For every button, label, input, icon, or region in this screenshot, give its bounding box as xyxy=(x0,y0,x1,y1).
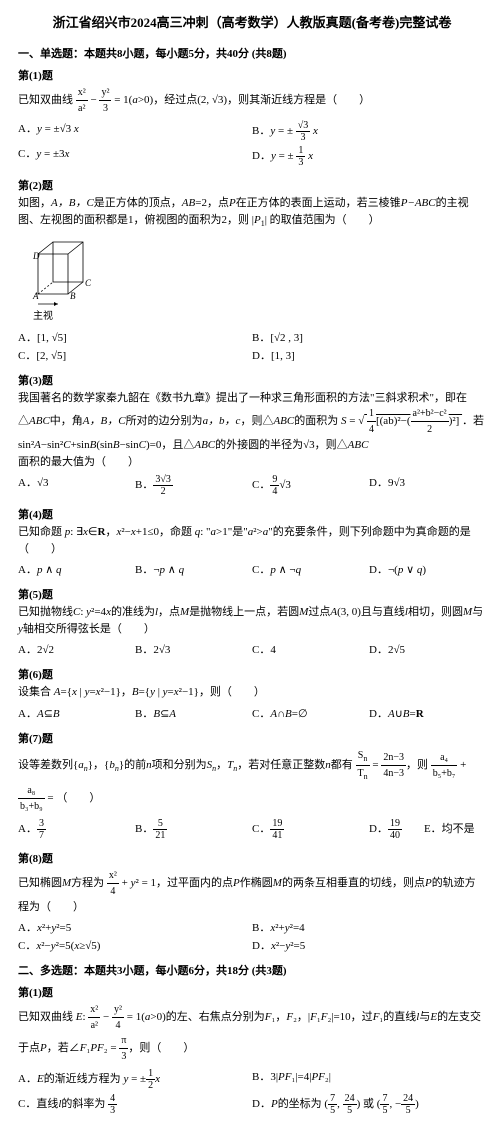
q1-D: D．y = ± 13 x xyxy=(252,144,486,169)
section2-header: 二、多选题：本题共3小题，每小题6分，共18分 (共3题) xyxy=(18,962,486,978)
q8-options: A．x²+y²=5 B．x²+y²=4 C．x²−y²=5(x≥√5) D．x²… xyxy=(18,918,486,954)
q2-text: 如图，A，B，C是正方体的顶点，AB=2，点P在正方体的表面上运动，若三棱锥P−… xyxy=(18,195,486,230)
q5-C: C．4 xyxy=(252,640,369,658)
q7-text: 设等差数列{an}，{bn}的前n项和分别为Sn，Tn，若对任意正整数n都有 S… xyxy=(18,748,486,814)
q3-C: C．94√3 xyxy=(252,473,369,498)
s2q1-A: A．E的渐近线方程为 y = ±12x xyxy=(18,1067,252,1092)
s2q1-text: 已知双曲线 E: x²a² − y²4 = 1(a>0)的左、右焦点分别为F₁，… xyxy=(18,1002,486,1064)
svg-text:C: C xyxy=(85,278,92,288)
q8-A: A．x²+y²=5 xyxy=(18,918,252,936)
cube-figure: D A B C 主视 xyxy=(28,234,486,324)
q5-num: 第(5)题 xyxy=(18,586,486,602)
q3-options: A．√3 B．3√32 C．94√3 D．9√3 xyxy=(18,473,486,498)
q1-A: A．y = ±√3 x xyxy=(18,119,252,144)
svg-text:A: A xyxy=(32,291,39,301)
q4-options: A．p ∧ q B．¬p ∧ q C．p ∧ ¬q D．¬(p ∨ q) xyxy=(18,560,486,578)
q2-A: A．[1, √5] xyxy=(18,328,252,346)
svg-text:主视: 主视 xyxy=(33,309,53,322)
q4-B: B．¬p ∧ q xyxy=(135,560,252,578)
q2-B: B．[√2 , 3] xyxy=(252,328,486,346)
q3-D: D．9√3 xyxy=(369,473,486,498)
q6-num: 第(6)题 xyxy=(18,666,486,682)
q4-D: D．¬(p ∨ q) xyxy=(369,560,486,578)
q4-num: 第(4)题 xyxy=(18,506,486,522)
q1-options: A．y = ±√3 x B．y = ± √33 x C．y = ±3x D．y … xyxy=(18,119,486,169)
q3-B: B．3√32 xyxy=(135,473,252,498)
q5-text: 已知抛物线C: y²=4x的准线为l，点M是抛物线上一点，若圆M过点A(3, 0… xyxy=(18,604,486,637)
q8-B: B．x²+y²=4 xyxy=(252,918,486,936)
q2-options: A．[1, √5] B．[√2 , 3] C．[2, √5] D．[1, 3] xyxy=(18,328,486,364)
q3-text: 我国著名的数学家秦九韶在《数书九章》提出了一种求三角形面积的方法"三斜求积术"，… xyxy=(18,390,486,471)
q2-D: D．[1, 3] xyxy=(252,346,486,364)
q7-C: C．1941 xyxy=(252,817,369,842)
q1-C: C．y = ±3x xyxy=(18,144,252,169)
section1-header: 一、单选题：本题共8小题，每小题5分，共40分 (共8题) xyxy=(18,45,486,61)
q7-A: A．37 xyxy=(18,817,135,842)
q6-text: 设集合 A={x | y=x²−1}，B={y | y=x²−1}，则（ ） xyxy=(18,684,486,701)
q4-text: 已知命题 p: ∃x∈R，x²−x+1≤0，命题 q: "a>1"是"a²>a"… xyxy=(18,524,486,557)
q3-A: A．√3 xyxy=(18,473,135,498)
q5-B: B．2√3 xyxy=(135,640,252,658)
q7-D: D．1940 E．均不是 xyxy=(369,817,486,842)
q7-B: B．521 xyxy=(135,817,252,842)
q3-num: 第(3)题 xyxy=(18,372,486,388)
q1-num: 第(1)题 xyxy=(18,67,486,83)
q2-C: C．[2, √5] xyxy=(18,346,252,364)
q4-C: C．p ∧ ¬q xyxy=(252,560,369,578)
q8-text: 已知椭圆M方程为 x²4 + y² = 1，过平面内的点P作椭圆M的两条互相垂直… xyxy=(18,868,486,916)
q8-C: C．x²−y²=5(x≥√5) xyxy=(18,936,252,954)
svg-text:B: B xyxy=(70,291,76,301)
s2q1-D: D．P的坐标为 (75, 245) 或 (75, −245) xyxy=(252,1092,486,1117)
q5-A: A．2√2 xyxy=(18,640,135,658)
q7-num: 第(7)题 xyxy=(18,730,486,746)
svg-text:D: D xyxy=(32,251,40,261)
q5-D: D．2√5 xyxy=(369,640,486,658)
q2-num: 第(2)题 xyxy=(18,177,486,193)
q5-options: A．2√2 B．2√3 C．4 D．2√5 xyxy=(18,640,486,658)
q4-A: A．p ∧ q xyxy=(18,560,135,578)
q8-D: D．x²−y²=5 xyxy=(252,936,486,954)
s2q1-C: C．直线l的斜率为 43 xyxy=(18,1092,252,1117)
q7-options: A．37 B．521 C．1941 D．1940 E．均不是 xyxy=(18,817,486,842)
s2q1-B: B．3|PF₁|=4|PF₂| xyxy=(252,1067,486,1092)
q8-num: 第(8)题 xyxy=(18,850,486,866)
q1-text: 已知双曲线 x²a² − y²3 = 1(a>0)，经过点(2, √3)，则其渐… xyxy=(18,85,486,116)
s2q1-num: 第(1)题 xyxy=(18,984,486,1000)
exam-title: 浙江省绍兴市2024高三冲刺（高考数学）人教版真题(备考卷)完整试卷 xyxy=(18,12,486,31)
s2q1-options: A．E的渐近线方程为 y = ±12x B．3|PF₁|=4|PF₂| C．直线… xyxy=(18,1067,486,1117)
q1-B: B．y = ± √33 x xyxy=(252,119,486,144)
